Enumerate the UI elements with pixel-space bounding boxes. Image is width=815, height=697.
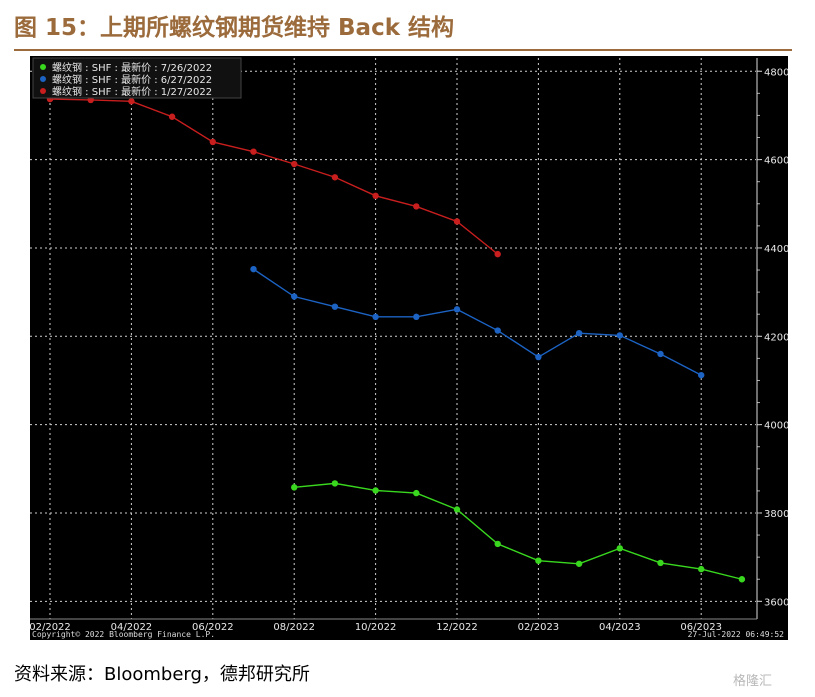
data-point (372, 192, 379, 200)
series-line-2 (253, 268, 702, 376)
data-point (494, 250, 501, 258)
data-point (575, 560, 583, 567)
grid-layer (30, 58, 756, 619)
y-tick-label: 4800 (764, 67, 788, 78)
series-line-3 (49, 98, 499, 255)
data-point (575, 329, 583, 337)
timestamp-text: 27-Jul-2022 06:49:52 (688, 630, 785, 639)
data-point (453, 306, 461, 313)
data-point (657, 559, 664, 567)
data-point (413, 313, 420, 321)
y-tick-label: 3600 (764, 597, 788, 608)
source-note: 资料来源：Bloomberg，德邦研究所 (14, 664, 310, 685)
y-tick-label: 4600 (764, 156, 788, 167)
y-tick-label: 4000 (764, 421, 788, 432)
data-point (331, 480, 339, 487)
data-point (331, 303, 339, 310)
data-point (453, 218, 461, 225)
series-layer (46, 95, 746, 583)
y-tick-label: 4200 (764, 332, 788, 343)
legend-entry: 螺纹钢 : SHF : 最新价 : 6/27/2022 (52, 73, 212, 86)
data-point (453, 506, 461, 513)
legend-entry: 螺纹钢 : SHF : 最新价 : 7/26/2022 (52, 61, 212, 74)
line-chart: 3600 3800 4000 4200 4400 4600 4800 02/2022 04/20… (30, 57, 788, 639)
x-tick-label: 10/2022 (355, 622, 397, 633)
data-point (616, 545, 623, 552)
x-tick-label: 12/2022 (436, 622, 478, 633)
copyright-text: Copyright© 2022 Bloomberg Finance L.P. (32, 630, 215, 639)
data-point (291, 293, 298, 300)
series-line-1 (294, 482, 743, 580)
data-point (698, 371, 705, 379)
data-point (413, 203, 420, 210)
data-point (494, 540, 501, 548)
title-rule (14, 49, 792, 51)
x-tick-label: 02/2023 (518, 622, 560, 633)
axis-layer: 3600 3800 4000 4200 4400 4600 4800 02/2022 04/20… (30, 58, 788, 633)
x-tick-label: 04/2022 (111, 622, 153, 633)
data-point (168, 113, 176, 120)
data-point (250, 148, 257, 155)
data-point (535, 353, 542, 361)
chart-footer: Copyright© 2022 Bloomberg Finance L.P. 27… (32, 630, 784, 639)
data-point (535, 557, 542, 564)
data-point (616, 332, 623, 339)
chart-panel: 3600 3800 4000 4200 4400 4600 4800 02/2022 04/20… (30, 56, 788, 640)
data-point (413, 489, 420, 497)
x-tick-label: 02/2022 (30, 622, 71, 633)
data-point (291, 484, 298, 491)
x-tick-label: 08/2022 (273, 622, 315, 633)
data-point (698, 565, 705, 573)
data-point (331, 174, 339, 181)
y-tick-label: 3800 (764, 509, 788, 520)
legend-marker (40, 88, 46, 94)
data-point (128, 98, 135, 105)
y-tick-label: 4400 (764, 244, 788, 255)
x-tick-label: 06/2023 (680, 622, 722, 633)
data-point (657, 350, 664, 358)
data-point (209, 138, 216, 146)
x-tick-label: 04/2023 (599, 622, 641, 633)
legend-entry: 螺纹钢 : SHF : 最新价 : 1/27/2022 (52, 85, 212, 98)
data-point (291, 160, 298, 168)
legend-marker (40, 76, 46, 82)
figure-title: 图 15：上期所螺纹钢期货维持 Back 结构 (14, 15, 455, 41)
data-point (738, 576, 746, 583)
data-point (494, 327, 501, 334)
data-point (250, 265, 257, 273)
legend-marker (40, 64, 46, 70)
watermark: 格隆汇 (733, 674, 773, 689)
data-point (372, 313, 379, 321)
data-point (372, 487, 379, 494)
x-tick-label: 06/2022 (192, 622, 234, 633)
legend-box (32, 57, 242, 99)
